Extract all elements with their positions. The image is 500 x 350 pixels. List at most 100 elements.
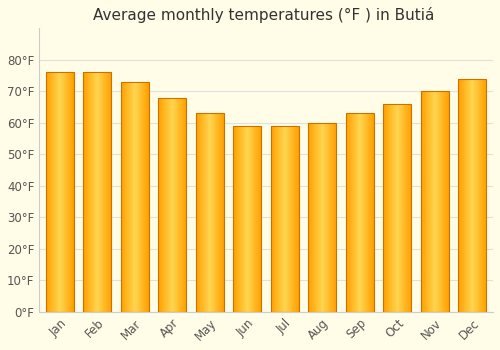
Bar: [213, 113, 214, 312]
Bar: [313, 123, 314, 312]
Bar: [442, 91, 443, 312]
Bar: [438, 91, 439, 312]
Bar: [272, 126, 273, 312]
Bar: [220, 113, 221, 312]
Bar: [108, 72, 109, 312]
Bar: [248, 126, 249, 312]
Bar: [244, 126, 245, 312]
Bar: [130, 82, 131, 312]
Bar: [384, 104, 411, 312]
Bar: [260, 126, 261, 312]
Bar: [346, 113, 347, 312]
Bar: [363, 113, 364, 312]
Bar: [55, 72, 56, 312]
Bar: [183, 98, 184, 312]
Bar: [61, 72, 62, 312]
Bar: [393, 104, 394, 312]
Bar: [463, 79, 464, 312]
Bar: [296, 126, 297, 312]
Bar: [327, 123, 328, 312]
Bar: [179, 98, 180, 312]
Bar: [310, 123, 311, 312]
Bar: [478, 79, 479, 312]
Bar: [308, 123, 336, 312]
Bar: [172, 98, 173, 312]
Bar: [168, 98, 169, 312]
Bar: [405, 104, 406, 312]
Bar: [166, 98, 167, 312]
Bar: [163, 98, 164, 312]
Bar: [48, 72, 49, 312]
Bar: [292, 126, 293, 312]
Bar: [474, 79, 475, 312]
Bar: [69, 72, 70, 312]
Bar: [93, 72, 94, 312]
Bar: [90, 72, 91, 312]
Bar: [138, 82, 139, 312]
Bar: [407, 104, 408, 312]
Bar: [293, 126, 294, 312]
Bar: [201, 113, 202, 312]
Bar: [68, 72, 69, 312]
Bar: [184, 98, 185, 312]
Bar: [430, 91, 431, 312]
Bar: [125, 82, 126, 312]
Bar: [169, 98, 170, 312]
Bar: [51, 72, 52, 312]
Bar: [127, 82, 128, 312]
Bar: [64, 72, 65, 312]
Bar: [216, 113, 217, 312]
Bar: [142, 82, 143, 312]
Bar: [247, 126, 248, 312]
Bar: [298, 126, 299, 312]
Bar: [279, 126, 280, 312]
Bar: [256, 126, 257, 312]
Bar: [347, 113, 348, 312]
Bar: [274, 126, 275, 312]
Bar: [196, 113, 197, 312]
Bar: [57, 72, 58, 312]
Bar: [282, 126, 283, 312]
Bar: [180, 98, 181, 312]
Bar: [246, 126, 247, 312]
Bar: [218, 113, 219, 312]
Bar: [210, 113, 211, 312]
Bar: [148, 82, 149, 312]
Bar: [63, 72, 64, 312]
Bar: [196, 113, 224, 312]
Bar: [358, 113, 359, 312]
Bar: [437, 91, 438, 312]
Bar: [389, 104, 390, 312]
Bar: [176, 98, 177, 312]
Bar: [361, 113, 362, 312]
Bar: [221, 113, 222, 312]
Bar: [234, 126, 235, 312]
Bar: [458, 79, 486, 312]
Bar: [445, 91, 446, 312]
Bar: [312, 123, 313, 312]
Bar: [271, 126, 299, 312]
Bar: [278, 126, 279, 312]
Bar: [136, 82, 137, 312]
Bar: [145, 82, 146, 312]
Bar: [235, 126, 236, 312]
Bar: [372, 113, 373, 312]
Bar: [198, 113, 199, 312]
Bar: [398, 104, 399, 312]
Bar: [401, 104, 402, 312]
Bar: [458, 79, 459, 312]
Bar: [52, 72, 53, 312]
Bar: [395, 104, 396, 312]
Bar: [245, 126, 246, 312]
Bar: [200, 113, 201, 312]
Bar: [362, 113, 363, 312]
Bar: [448, 91, 449, 312]
Bar: [429, 91, 430, 312]
Bar: [143, 82, 144, 312]
Bar: [403, 104, 404, 312]
Bar: [98, 72, 99, 312]
Bar: [181, 98, 182, 312]
Bar: [223, 113, 224, 312]
Bar: [318, 123, 319, 312]
Bar: [71, 72, 72, 312]
